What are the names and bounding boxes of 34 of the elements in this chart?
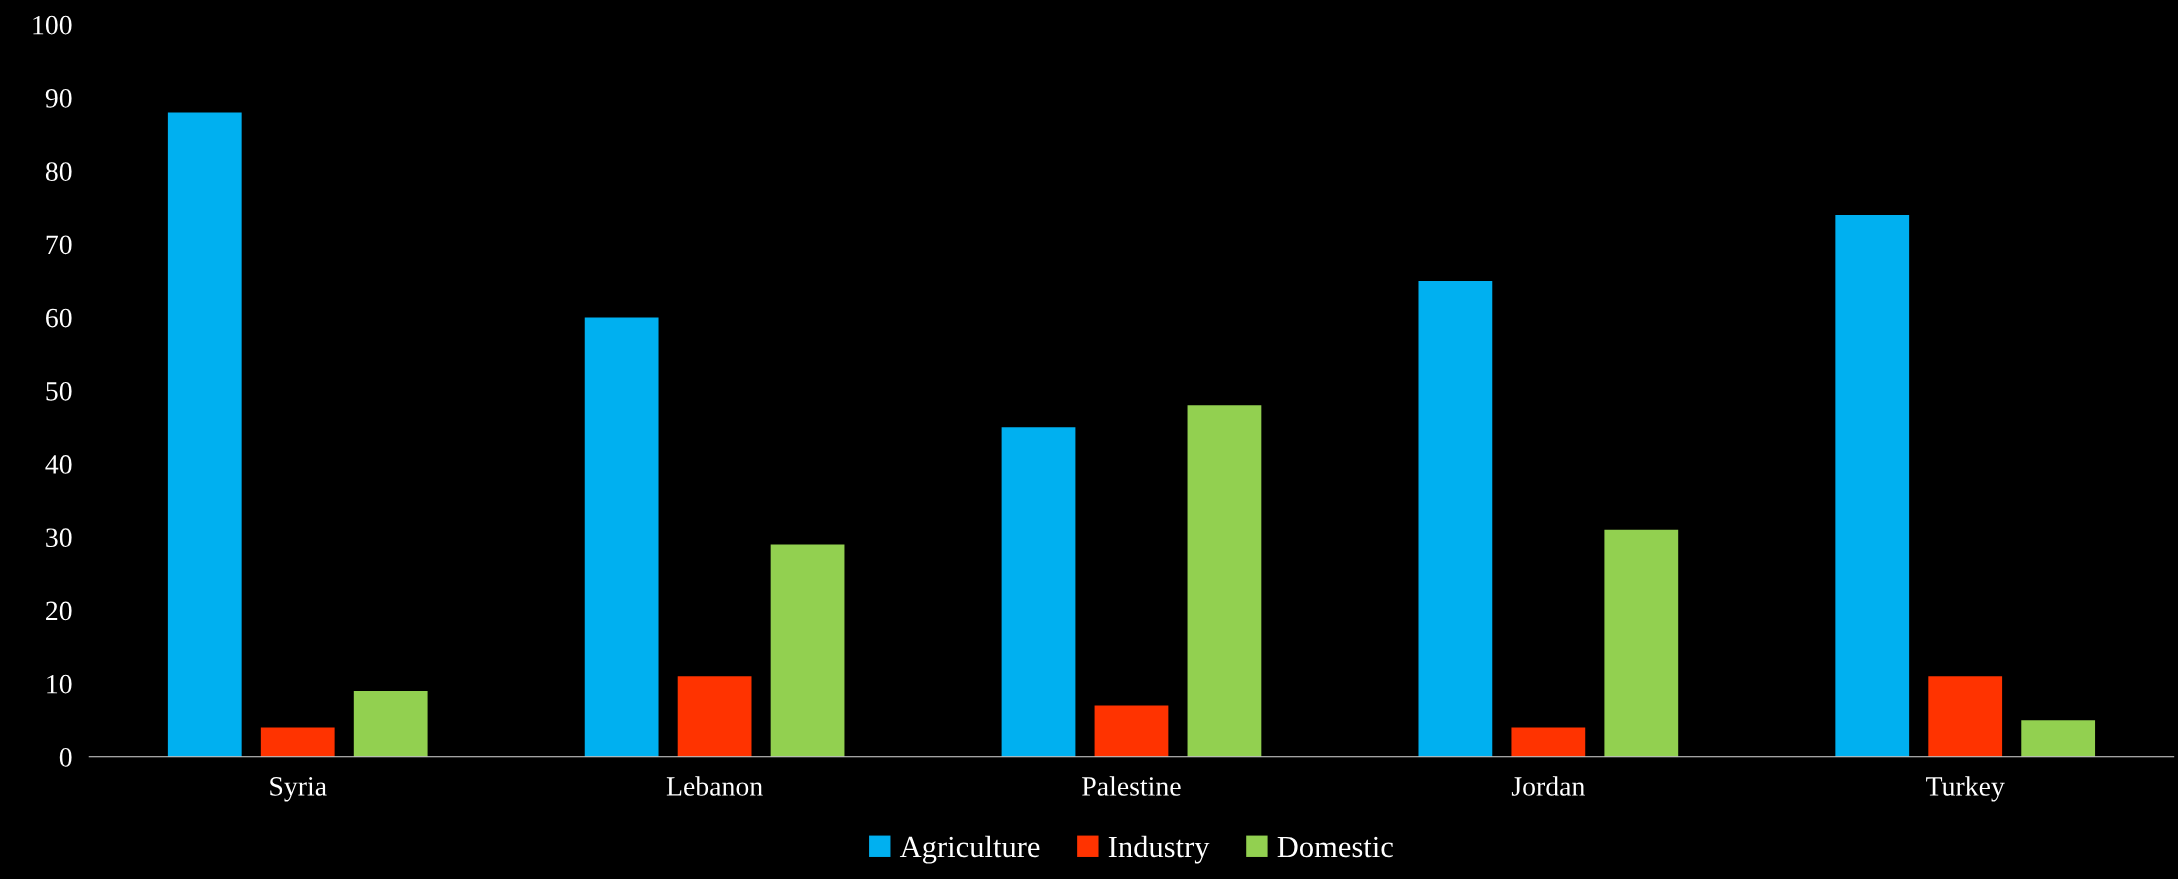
bar [260, 727, 335, 757]
x-tick-label: Jordan [1511, 776, 1585, 796]
bar [770, 544, 845, 757]
y-tick-label: 0 [59, 747, 72, 767]
bar [1187, 405, 1262, 757]
y-tick-label: 10 [47, 674, 72, 694]
y-tick-label: 20 [46, 601, 72, 621]
bar [1928, 676, 2003, 757]
y-tick-label: 80 [45, 162, 72, 181]
legend-label: Domestic [1277, 836, 1393, 858]
y-tick-label: 50 [46, 381, 72, 401]
y-tick-label: 90 [45, 89, 72, 108]
bar [584, 317, 659, 757]
bar [1001, 427, 1076, 757]
bar [167, 112, 242, 757]
bar [353, 690, 428, 757]
bar [1418, 280, 1493, 757]
y-tick-label: 60 [46, 308, 72, 328]
bar [1511, 727, 1586, 757]
legend-label: Industry [1108, 835, 1210, 864]
legend-label: Agriculture [899, 835, 1040, 864]
y-tick-label: 30 [46, 528, 72, 548]
x-tick-label: Lebanon [666, 776, 763, 796]
y-tick-label: 70 [46, 235, 72, 255]
bar [1094, 705, 1169, 757]
y-tick-label: 40 [45, 455, 72, 474]
bar [1604, 529, 1679, 757]
x-tick-label: Syria [270, 777, 327, 802]
bar [1835, 214, 1910, 757]
bar [677, 676, 752, 757]
y-tick-label: 100 [33, 15, 72, 35]
x-tick-label: Palestine [1082, 776, 1181, 796]
x-tick-label: Turkey [1926, 776, 2005, 802]
bar [2021, 720, 2096, 757]
